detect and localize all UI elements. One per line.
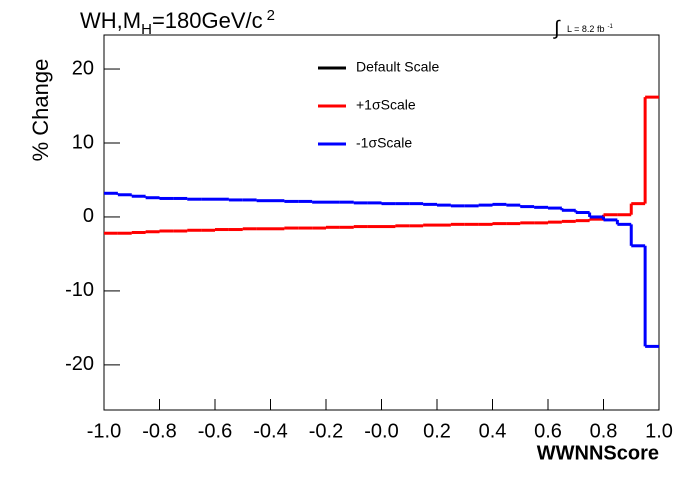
legend-label: +1σScale [356,97,416,113]
y-axis-label: % Change [28,59,53,162]
legend-label: -1σScale [356,135,412,151]
x-tick-label: 1.0 [645,420,673,442]
y-tick-label: -10 [65,279,94,301]
luminosity: L = 8.2 fb -1 [567,24,613,35]
title-sup: 2 [267,7,275,24]
title-main: WH,M [80,8,141,33]
legend-label: Default Scale [356,59,439,75]
title-sub: H [141,21,152,38]
x-tick-label: -0.8 [142,420,176,442]
chart-title: WH,MH=180GeV/c 2 [80,7,275,38]
lumi-text: L = 8.2 fb [567,24,604,34]
x-tick-label: -0.0 [364,420,398,442]
integral-sign: ∫ [553,17,561,39]
y-tick-label: 10 [72,131,94,153]
x-tick-label: 0.2 [423,420,451,442]
x-tick-label: -1.0 [87,420,121,442]
y-tick-label: 0 [83,205,94,227]
y-tick-label: 20 [72,57,94,79]
x-tick-label: -0.6 [198,420,232,442]
x-axis-label: WWNNScore [537,442,659,464]
x-tick-label: 0.6 [534,420,562,442]
x-tick-label: 0.8 [590,420,618,442]
x-tick-label: -0.4 [253,420,287,442]
lumi-sup: -1 [607,24,613,30]
x-tick-label: -0.2 [309,420,343,442]
y-tick-label: -20 [65,353,94,375]
x-tick-label: 0.4 [479,420,507,442]
title-rest: =180GeV/c [152,8,263,33]
